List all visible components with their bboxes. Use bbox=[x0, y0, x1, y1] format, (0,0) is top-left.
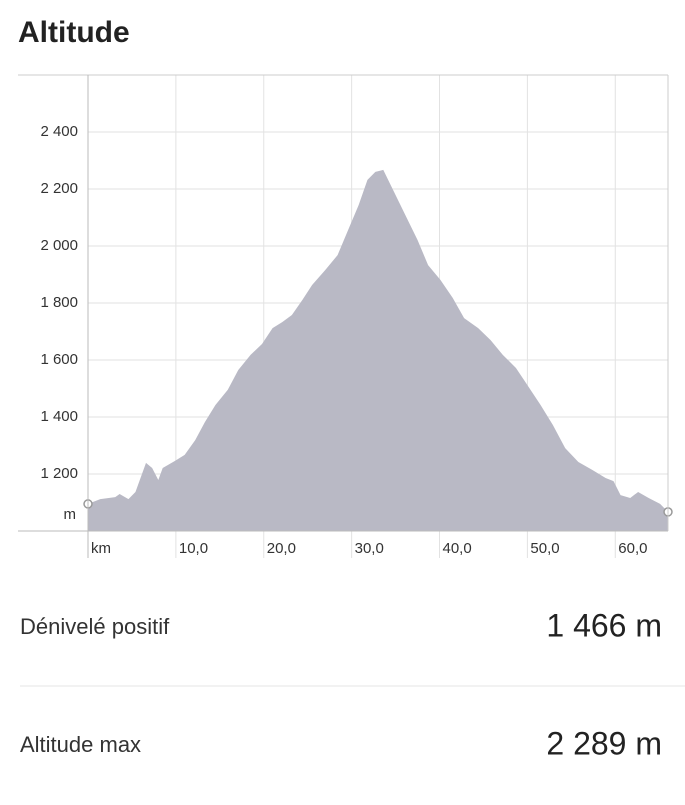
y-tick-label: 1 800 bbox=[40, 294, 78, 311]
stat-label: Dénivelé positif bbox=[20, 614, 170, 639]
x-tick-label: 60,0 bbox=[618, 540, 647, 557]
x-tick-label: 20,0 bbox=[267, 540, 296, 557]
stat-label: Altitude max bbox=[20, 732, 141, 757]
x-tick-label: 10,0 bbox=[179, 540, 208, 557]
y-tick-label: 2 000 bbox=[40, 237, 78, 254]
y-tick-label: 2 400 bbox=[40, 123, 78, 140]
x-tick-label: 40,0 bbox=[443, 540, 472, 557]
chart: 1 200 1 400 1 600 1 800 2 000 2 200 2 400 10,0 2… bbox=[18, 74, 673, 558]
x-axis-unit: km bbox=[91, 540, 111, 557]
area-fill bbox=[88, 169, 668, 531]
y-tick-label: 1 600 bbox=[40, 351, 78, 368]
x-tick-label: 50,0 bbox=[530, 540, 559, 557]
y-tick-label: 1 200 bbox=[40, 465, 78, 482]
stat-value: 2 289 m bbox=[546, 725, 662, 761]
y-tick-label: 2 200 bbox=[40, 180, 78, 197]
y-axis-unit: m bbox=[64, 506, 77, 523]
x-tick-label: 30,0 bbox=[355, 540, 384, 557]
section-title: Altitude bbox=[18, 16, 130, 49]
y-tick-label: 1 400 bbox=[40, 408, 78, 425]
stat-value: 1 466 m bbox=[546, 607, 662, 643]
